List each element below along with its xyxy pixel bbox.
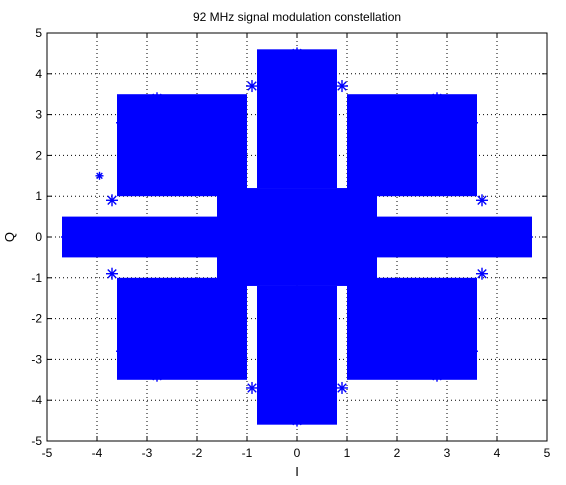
y-tick-label: 4 — [35, 67, 42, 81]
point-cluster — [257, 49, 337, 189]
x-tick-label: 5 — [544, 446, 551, 460]
point-cluster — [117, 94, 247, 197]
data-point — [61, 231, 73, 243]
data-point — [461, 365, 473, 378]
point-cluster — [217, 188, 377, 286]
data-point — [291, 47, 303, 60]
x-tick-label: -4 — [92, 446, 103, 460]
data-point — [151, 92, 163, 105]
data-point — [521, 231, 533, 243]
axis-ticks: -5 -4 -3 -2 -1 0 1 2 3 4 5 -5 -4 -3 -2 -1 0 1 2 3 4 5 — [31, 26, 550, 460]
data-point — [336, 80, 348, 93]
data-point — [266, 398, 278, 411]
point-cluster — [347, 94, 477, 197]
data-point — [106, 267, 118, 280]
y-tick-label: -3 — [31, 352, 42, 366]
y-tick-label: 0 — [35, 230, 42, 244]
y-tick-label: -5 — [31, 434, 42, 448]
data-point — [316, 398, 328, 411]
data-point — [121, 96, 133, 109]
x-tick-label: 3 — [444, 446, 451, 460]
x-tick-label: 4 — [494, 446, 501, 460]
x-tick-label: 1 — [344, 446, 351, 460]
y-axis-label: Q — [2, 232, 17, 242]
data-point — [476, 194, 488, 207]
data-point — [501, 218, 513, 231]
data-point — [336, 381, 348, 394]
data-point — [246, 381, 258, 394]
y-tick-label: 5 — [35, 26, 42, 40]
x-tick-label: 0 — [294, 446, 301, 460]
data-point — [246, 80, 258, 93]
y-tick-label: 2 — [35, 148, 42, 162]
data-point — [386, 304, 398, 317]
x-tick-label: 2 — [394, 446, 401, 460]
point-cluster — [347, 277, 477, 380]
data-point — [431, 92, 443, 105]
data-point — [466, 345, 478, 358]
data-point — [81, 243, 93, 256]
chart-title: 92 MHz signal modulation constellation — [193, 10, 401, 24]
data-points — [61, 47, 533, 427]
data-point — [196, 157, 208, 170]
data-point — [95, 171, 104, 180]
data-point — [81, 218, 93, 231]
y-tick-label: -1 — [31, 271, 42, 285]
data-point — [501, 243, 513, 256]
data-point — [291, 414, 303, 427]
point-cluster — [357, 216, 532, 258]
y-tick-label: -4 — [31, 393, 42, 407]
x-tick-label: -3 — [142, 446, 153, 460]
x-tick-label: -1 — [242, 446, 253, 460]
data-point — [106, 194, 118, 207]
point-cluster — [117, 277, 247, 380]
y-tick-label: 3 — [35, 108, 42, 122]
data-point — [466, 116, 478, 129]
data-point — [431, 369, 443, 382]
data-point — [476, 267, 488, 280]
x-axis-label: I — [295, 464, 299, 479]
point-cluster — [257, 285, 337, 425]
data-point — [116, 116, 128, 129]
x-tick-label: -2 — [192, 446, 203, 460]
data-point — [316, 63, 328, 76]
y-tick-label: 1 — [35, 189, 42, 203]
data-point — [196, 304, 208, 317]
point-cluster — [62, 216, 237, 258]
data-point — [121, 365, 133, 378]
x-tick-label: -5 — [42, 446, 53, 460]
data-point — [151, 369, 163, 382]
data-point — [116, 345, 128, 358]
data-point — [266, 63, 278, 76]
y-tick-label: -2 — [31, 312, 42, 326]
data-point — [461, 96, 473, 109]
data-point — [386, 157, 398, 170]
